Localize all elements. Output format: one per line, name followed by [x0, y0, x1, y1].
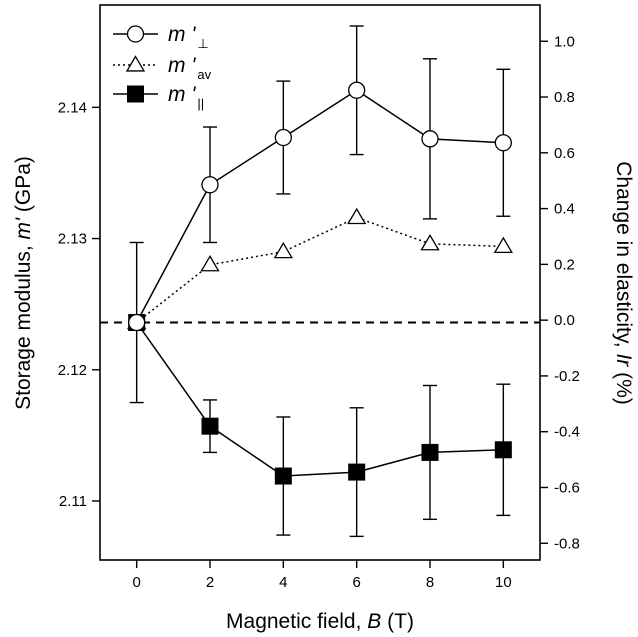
data-point [273, 241, 293, 259]
y-tick-label: 2.14 [58, 99, 87, 116]
y2-axis-ticks: -0.8 -0.6 -0.4 -0.2 0.0 0.2 0.4 0.6 0.8 1.0 [540, 33, 580, 552]
data-point [201, 417, 219, 435]
data-point [128, 313, 146, 332]
y-axis-ticks: 2.11 2.12 2.13 2.14 [58, 99, 100, 510]
plot-frame [99, 4, 541, 561]
data-point [348, 463, 366, 481]
y2-tick-label: -0.8 [554, 535, 580, 552]
data-point [494, 134, 512, 152]
y2-tick-label: 1.0 [554, 33, 575, 50]
y2-tick-label: -0.4 [554, 424, 580, 441]
y-tick-label: 2.13 [58, 231, 87, 248]
legend-entry-⊥: m ' ⊥ [113, 23, 209, 51]
legend-label: m ' av [168, 54, 212, 82]
data-point [274, 467, 292, 485]
legend: m ' ⊥ m ' avm ' || [113, 23, 212, 111]
data-point [200, 255, 220, 272]
legend-label: m ' ⊥ [168, 23, 209, 51]
legend-label: m ' || [168, 83, 204, 111]
x-tick-label: 2 [206, 574, 214, 591]
series-line [136, 89, 504, 323]
y-axis-title: Storage modulus, m' (GPa) [12, 156, 35, 410]
data-point [493, 236, 513, 254]
x-tick-label: 10 [495, 574, 512, 591]
data-point [201, 176, 219, 194]
y-tick-label: 2.12 [58, 362, 87, 379]
y2-tick-label: 0.4 [554, 201, 575, 218]
data-point [348, 81, 366, 99]
y2-tick-label: 0.8 [554, 89, 575, 106]
x-tick-label: 8 [426, 574, 434, 591]
data-point [274, 128, 292, 147]
legend-entry-||: m ' || [113, 83, 204, 111]
x-axis-title: Magnetic field, B (T) [226, 610, 414, 633]
y2-tick-label: -0.2 [554, 368, 580, 385]
data-point [347, 207, 367, 225]
y2-tick-label: 0.2 [554, 256, 575, 273]
series-line [136, 216, 504, 324]
data-point [421, 130, 439, 148]
y2-tick-label: 0.6 [554, 145, 575, 162]
y2-axis-title: Change in elasticity, Ir (%) [612, 161, 635, 405]
legend-marker [125, 55, 146, 72]
series-|| [128, 314, 512, 538]
data-point [420, 234, 440, 251]
legend-marker [126, 25, 145, 43]
y2-tick-label: -0.6 [554, 479, 580, 496]
series-line [136, 322, 504, 477]
legend-marker [127, 85, 144, 103]
series-av [127, 207, 513, 330]
series-layer [127, 25, 513, 538]
data-point [494, 441, 512, 459]
series-⊥ [128, 25, 512, 404]
data-point [421, 443, 439, 461]
y2-tick-label: 0.0 [554, 312, 575, 329]
y-tick-label: 2.11 [59, 493, 87, 510]
x-axis-ticks: 0 2 4 6 8 10 [132, 560, 512, 591]
x-tick-label: 0 [132, 574, 140, 591]
x-tick-label: 6 [352, 574, 360, 591]
legend-entry-av: m ' av [113, 54, 212, 82]
x-tick-label: 4 [279, 574, 287, 591]
